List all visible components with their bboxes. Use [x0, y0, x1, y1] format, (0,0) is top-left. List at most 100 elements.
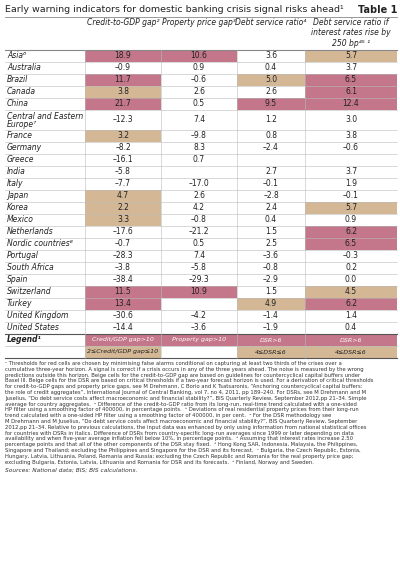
Text: 0.4: 0.4	[265, 215, 277, 225]
Text: 4.2: 4.2	[193, 204, 205, 212]
Text: Netherlands: Netherlands	[7, 228, 54, 236]
Text: –29.3: –29.3	[189, 276, 209, 284]
Text: –1.9: –1.9	[263, 324, 279, 332]
Text: HP filter using a smoothing factor of 400000, in percentage points.  ³ Deviation: HP filter using a smoothing factor of 40…	[5, 407, 359, 412]
Text: –17.6: –17.6	[113, 228, 133, 236]
Text: Australia: Australia	[7, 64, 41, 73]
Bar	[85, 298, 161, 310]
Text: 1.2: 1.2	[265, 115, 277, 125]
Text: Germany: Germany	[7, 143, 42, 153]
Text: –0.1: –0.1	[343, 191, 359, 201]
Text: 1.9: 1.9	[345, 180, 357, 188]
Text: Sources: National data; BIS; BIS calculations.: Sources: National data; BIS; BIS calcula…	[5, 467, 137, 473]
Text: –3.6: –3.6	[191, 324, 207, 332]
Text: India: India	[7, 167, 26, 177]
Bar	[85, 334, 161, 346]
Text: –0.6: –0.6	[343, 143, 359, 153]
Text: ¹ Thresholds for red cells are chosen by minimising false alarms conditional on : ¹ Thresholds for red cells are chosen by…	[5, 361, 342, 366]
Text: 6.2: 6.2	[345, 300, 357, 308]
Text: 4.9: 4.9	[265, 300, 277, 308]
Text: Spain: Spain	[7, 276, 28, 284]
Bar	[85, 86, 161, 98]
Bar	[85, 50, 161, 62]
Text: 3.6: 3.6	[265, 51, 277, 60]
Text: DSR>6: DSR>6	[260, 338, 282, 342]
Bar	[305, 346, 397, 358]
Bar	[305, 74, 397, 86]
Text: –21.2: –21.2	[189, 228, 209, 236]
Text: Europe⁷: Europe⁷	[7, 120, 37, 129]
Text: 3.7: 3.7	[345, 64, 357, 73]
Text: –3.8: –3.8	[115, 263, 131, 273]
Text: 0.0: 0.0	[345, 276, 357, 284]
Text: 2≤Credit/GDP gap≤10: 2≤Credit/GDP gap≤10	[88, 349, 158, 355]
Text: 3.0: 3.0	[345, 115, 357, 125]
Text: 0.7: 0.7	[193, 156, 205, 164]
Text: 7.4: 7.4	[193, 115, 205, 125]
Text: 4.7: 4.7	[117, 191, 129, 201]
Text: China: China	[7, 99, 29, 108]
Bar	[305, 50, 397, 62]
Bar	[305, 226, 397, 238]
Text: Greece: Greece	[7, 156, 34, 164]
Text: –0.8: –0.8	[191, 215, 207, 225]
Text: 0.9: 0.9	[193, 64, 205, 73]
Text: –17.0: –17.0	[189, 180, 209, 188]
Text: Brazil: Brazil	[7, 75, 28, 84]
Text: Early warning indicators for domestic banking crisis signal risks ahead¹: Early warning indicators for domestic ba…	[5, 5, 344, 14]
Text: –9.8: –9.8	[191, 132, 207, 140]
Text: percentage points and that all of the other components of the DSR stay fixed.  ⁶: percentage points and that all of the ot…	[5, 442, 358, 447]
Bar	[305, 238, 397, 250]
Text: Italy: Italy	[7, 180, 24, 188]
Text: 2012,pp 21–34. Relative to previous calculations, the input data was enhanced by: 2012,pp 21–34. Relative to previous calc…	[5, 425, 366, 430]
Text: Central and Eastern: Central and Eastern	[7, 112, 83, 121]
Text: 5.0: 5.0	[265, 75, 277, 84]
Text: Credit/GDP gap>10: Credit/GDP gap>10	[92, 338, 154, 342]
Text: 13.4: 13.4	[114, 300, 132, 308]
Text: –28.3: –28.3	[113, 252, 133, 260]
Bar	[237, 298, 305, 310]
Text: 0.8: 0.8	[265, 132, 277, 140]
Text: M Drehmann and M Juselius, “Do debt service costs affect macroeconomic and finan: M Drehmann and M Juselius, “Do debt serv…	[5, 419, 357, 424]
Text: –16.1: –16.1	[113, 156, 133, 164]
Text: –2.8: –2.8	[263, 191, 279, 201]
Bar	[85, 98, 161, 110]
Text: Legend¹: Legend¹	[7, 336, 42, 345]
Text: Mexico: Mexico	[7, 215, 34, 225]
Bar	[85, 74, 161, 86]
Bar	[85, 130, 161, 142]
Text: 5.7: 5.7	[345, 51, 357, 60]
Text: 8.3: 8.3	[193, 143, 205, 153]
Text: 6.5: 6.5	[345, 75, 357, 84]
Text: 0.5: 0.5	[193, 99, 205, 108]
Text: 2.6: 2.6	[265, 88, 277, 97]
Text: Credit-to-GDP gap²: Credit-to-GDP gap²	[87, 18, 159, 27]
Text: Property gap>10: Property gap>10	[172, 338, 226, 342]
Text: –1.4: –1.4	[263, 311, 279, 321]
Text: 6.5: 6.5	[345, 239, 357, 249]
Text: 1.5: 1.5	[265, 287, 277, 297]
Text: 2.5: 2.5	[265, 239, 277, 249]
Text: –0.6: –0.6	[191, 75, 207, 84]
Text: 4.5: 4.5	[345, 287, 357, 297]
Text: 12.4: 12.4	[343, 99, 359, 108]
Text: cumulative three-year horizon. A signal is correct if a crisis occurs in any of : cumulative three-year horizon. A signal …	[5, 367, 364, 372]
Text: –0.7: –0.7	[115, 239, 131, 249]
Text: –0.8: –0.8	[263, 263, 279, 273]
Bar	[305, 286, 397, 298]
Text: 21.7: 21.7	[115, 99, 131, 108]
Text: DSR>6: DSR>6	[340, 338, 362, 342]
Text: Korea: Korea	[7, 204, 29, 212]
Text: Debt service ratio⁴: Debt service ratio⁴	[235, 18, 307, 27]
Text: –7.7: –7.7	[115, 180, 131, 188]
Text: –0.3: –0.3	[343, 252, 359, 260]
Text: 2.2: 2.2	[117, 204, 129, 212]
Text: 4≤DSR≤6: 4≤DSR≤6	[255, 349, 287, 355]
Text: Asia⁶: Asia⁶	[7, 51, 26, 60]
Text: –2.4: –2.4	[263, 143, 279, 153]
Bar	[161, 286, 237, 298]
Bar	[305, 298, 397, 310]
Text: 2.7: 2.7	[265, 167, 277, 177]
Text: 3.8: 3.8	[117, 88, 129, 97]
Text: –5.8: –5.8	[191, 263, 207, 273]
